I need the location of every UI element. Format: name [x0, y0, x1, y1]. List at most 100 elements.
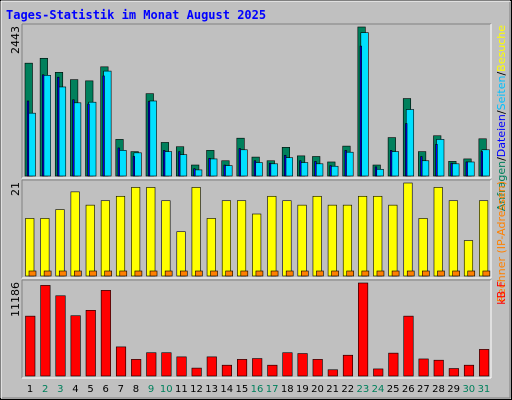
kbytes-bar [252, 358, 263, 377]
files-bar [238, 148, 241, 177]
files-bar [163, 150, 166, 177]
x-axis-day-label: 4 [72, 384, 78, 395]
visits-bar [479, 200, 489, 277]
pages-bar [178, 154, 188, 177]
x-axis-day-label: 25 [387, 384, 400, 395]
x-axis-day-label: 31 [478, 384, 491, 395]
files-bar [132, 156, 136, 177]
kbytes-bar [115, 346, 127, 377]
kbytes-bar [327, 369, 338, 377]
visits-bar [221, 200, 231, 277]
kbytes-bar [131, 359, 142, 377]
x-axis-day-label: 19 [296, 384, 309, 395]
sites-bar [331, 270, 339, 277]
x-axis-day-label: 15 [236, 384, 249, 395]
sites-bar [89, 270, 97, 277]
x-axis-day-label: 8 [133, 384, 139, 395]
x-axis-day-label: 30 [462, 384, 475, 395]
files-bar [117, 147, 120, 177]
sites-bar [58, 270, 67, 277]
panel-2: 21 [9, 179, 492, 279]
kbytes-bar [70, 315, 81, 377]
kbytes-bar [403, 315, 414, 377]
side-label-middle: Rechner (IP-Adressen) [495, 181, 508, 302]
pages-bar [436, 139, 445, 177]
sites-bar [361, 270, 370, 277]
sites-bar [210, 270, 218, 277]
files-bar [284, 154, 287, 177]
visits-bar [70, 191, 80, 277]
side-label-part: / [495, 157, 508, 161]
pages-bar [163, 151, 172, 177]
pages-bar [375, 168, 384, 177]
chart-title: Tages-Statistik im Monat August 2025 [6, 8, 266, 22]
pages-bar [269, 163, 278, 177]
kbytes-bar [282, 352, 293, 377]
pages-bar [451, 163, 460, 177]
side-label-part: Dateien [495, 114, 508, 157]
x-axis-day-label: 27 [417, 384, 430, 395]
pages-bar [42, 75, 51, 177]
pages-bar [224, 165, 233, 177]
sites-bar [316, 270, 324, 277]
side-label-bottom: kB F [495, 281, 508, 305]
files-bar [223, 164, 226, 177]
sites-bar [149, 270, 158, 277]
files-bar [253, 160, 257, 177]
sites-bar [422, 270, 430, 277]
pages-bar [466, 161, 475, 177]
visits-bar [252, 213, 262, 277]
kbytes-bar [463, 364, 475, 377]
visits-bar [358, 195, 368, 277]
pages-bar [73, 102, 82, 177]
side-label-part: Seiten [495, 76, 508, 111]
x-axis-day-label: 23 [357, 384, 370, 395]
x-axis-day-label: 20 [311, 384, 324, 395]
chart-panels: 2443 21 11186 [9, 23, 492, 379]
visits-bar [342, 204, 353, 277]
files-bar [299, 160, 302, 177]
x-axis-day-label: 29 [447, 384, 460, 395]
sites-bar [240, 270, 249, 277]
kbytes-bar [297, 353, 308, 377]
sites-bar [406, 270, 415, 277]
pages-bar [390, 151, 399, 177]
visits-bar [448, 200, 458, 277]
sites-bar [482, 270, 491, 277]
y-axis-max-label: 2443 [9, 26, 22, 54]
sites-bar [28, 270, 37, 277]
visits-bar [115, 195, 126, 277]
kbytes-bar [373, 368, 384, 377]
visits-bar [433, 187, 443, 277]
x-axis-day-label: 17 [266, 384, 279, 395]
files-bar [450, 162, 453, 177]
x-axis-day-label: 11 [175, 384, 188, 395]
pages-bar [284, 157, 293, 177]
visits-bar [146, 187, 156, 277]
side-label-part: / [495, 110, 508, 114]
kbytes-bar [161, 352, 172, 377]
sites-bar [255, 270, 264, 277]
side-label-top: Anfragen/Dateien/Seiten/Besuche [495, 25, 508, 212]
sites-bar [134, 270, 143, 277]
kbytes-bar [342, 354, 354, 377]
x-axis-day-label: 5 [87, 384, 93, 395]
x-axis-day-label: 26 [402, 384, 415, 395]
x-axis-day-label: 10 [160, 384, 173, 395]
pages-bar [118, 150, 127, 177]
pages-bar [300, 162, 309, 177]
pages-bar [405, 109, 415, 177]
files-bar [314, 161, 317, 177]
side-label-part: Anfragen [495, 161, 508, 211]
x-axis-day-label: 13 [205, 384, 218, 395]
sites-bar [74, 270, 82, 277]
sites-bar [270, 270, 279, 277]
x-axis-day-label: 2 [42, 384, 48, 395]
side-label-part: Rechner (IP-Adressen) [495, 181, 508, 302]
files-bar [57, 76, 60, 177]
visits-bar [282, 200, 292, 277]
x-axis-day-label: 3 [57, 384, 63, 395]
pages-bar [421, 160, 430, 177]
side-label-part: kB F [495, 281, 508, 305]
visits-bar [237, 200, 247, 277]
